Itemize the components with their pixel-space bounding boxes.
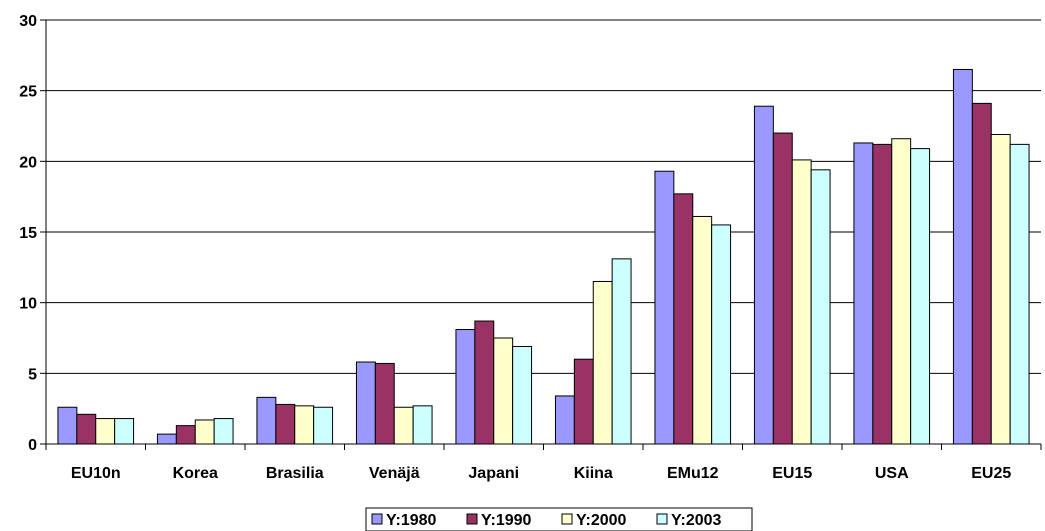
bar	[673, 193, 694, 445]
bar	[810, 169, 831, 445]
x-tick-label: Venäjä	[369, 465, 420, 482]
bar	[95, 418, 116, 445]
y-axis-ticks: 0 5 10 15 20 25 30	[19, 13, 46, 454]
x-tick-label: USA	[875, 465, 909, 482]
bar	[711, 224, 732, 445]
bar	[493, 337, 514, 445]
bar	[611, 258, 632, 445]
bar	[772, 132, 793, 445]
bar	[114, 418, 135, 445]
bar	[654, 170, 675, 445]
bar	[990, 133, 1011, 445]
bar	[412, 405, 433, 445]
bar	[76, 413, 97, 445]
legend: Y:1980 Y:1990 Y:2000 Y:2003	[365, 507, 753, 531]
bar	[57, 406, 78, 445]
bar	[592, 280, 613, 445]
x-tick-label: EU15	[772, 465, 812, 482]
bar	[753, 105, 774, 445]
bar	[393, 406, 414, 445]
bar	[213, 418, 234, 445]
bar	[275, 403, 296, 445]
bar	[891, 138, 912, 445]
x-tick-label: Brasilia	[266, 465, 324, 482]
legend-swatch	[561, 513, 573, 525]
y-tick-label: 20	[19, 154, 37, 171]
bar	[294, 405, 315, 445]
x-tick-label: Korea	[173, 465, 218, 482]
bar	[474, 320, 495, 445]
bar	[872, 143, 893, 445]
legend-swatch	[656, 513, 668, 525]
bar	[455, 329, 476, 445]
bar	[692, 215, 713, 445]
bar	[194, 419, 215, 445]
bar	[554, 395, 575, 445]
legend-box	[365, 507, 753, 531]
bar	[1009, 143, 1030, 445]
bar	[971, 102, 992, 445]
y-tick-label: 25	[19, 84, 37, 101]
legend-swatch	[466, 513, 478, 525]
y-tick-label: 30	[19, 13, 37, 30]
bar	[374, 362, 395, 445]
legend-label: Y:1990	[481, 512, 532, 529]
bar	[313, 406, 334, 445]
bar	[175, 425, 196, 445]
y-tick-label: 10	[19, 296, 37, 313]
bar	[791, 159, 812, 445]
legend-swatch	[371, 513, 383, 525]
x-tick-label: Japani	[468, 465, 519, 482]
x-tick-label: EMu12	[667, 465, 719, 482]
x-tick-label: EU10n	[71, 465, 121, 482]
bars	[57, 68, 1030, 445]
bar	[156, 433, 177, 445]
x-tick-label: Kiina	[574, 465, 613, 482]
x-axis-ticks: EU10n Korea Brasilia Venäjä Japani Kiina EMu12…	[45, 444, 1042, 482]
legend-label: Y:1980	[386, 512, 437, 529]
y-tick-label: 5	[28, 366, 37, 383]
legend-label: Y:2000	[576, 512, 627, 529]
bar	[256, 396, 277, 445]
bar	[573, 358, 594, 445]
bar	[512, 345, 533, 445]
bar	[952, 68, 973, 445]
bar	[910, 148, 931, 445]
y-tick-label: 0	[28, 437, 37, 454]
legend-label: Y:2003	[671, 512, 722, 529]
y-tick-label: 15	[19, 225, 37, 242]
bar	[355, 361, 376, 445]
bar	[853, 142, 874, 445]
x-tick-label: EU25	[971, 465, 1011, 482]
